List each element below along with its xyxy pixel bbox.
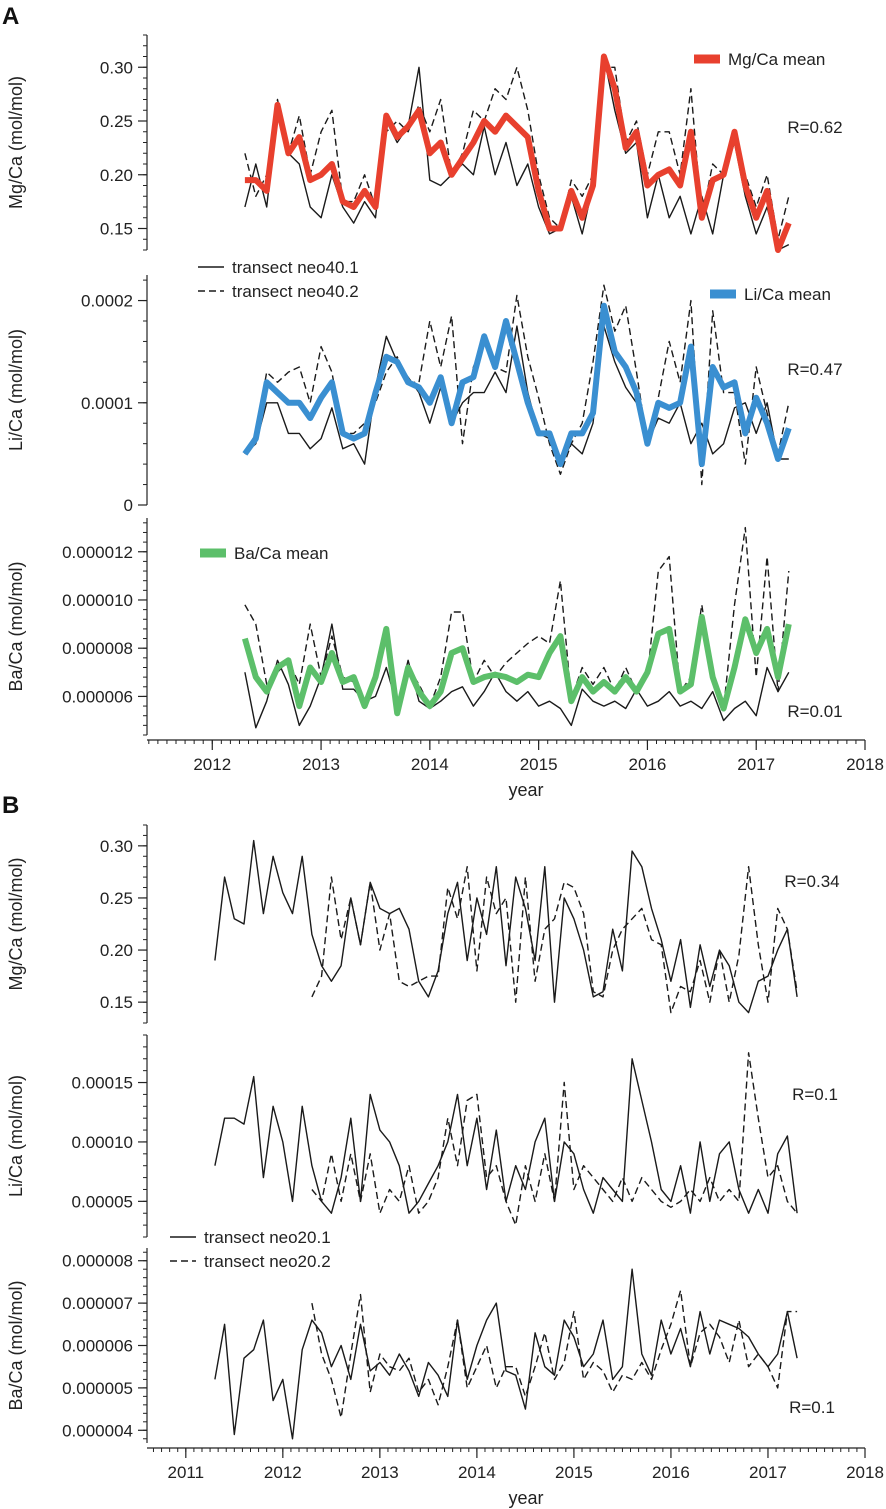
x-tick-label: 2015 — [520, 755, 558, 774]
y-tick-label: 0.000010 — [62, 591, 133, 610]
series-line-transect-neo40-2 — [244, 526, 790, 714]
x-tick-label: 2018 — [846, 755, 884, 774]
panel-letter-b: B — [2, 792, 19, 819]
x-axis-title: year — [508, 780, 543, 800]
x-axis-title: year — [508, 1488, 543, 1508]
y-tick-label: 0.000005 — [62, 1379, 133, 1398]
panel-letter-a: A — [2, 3, 19, 30]
charts-layer: 0.15 0.20 0.25 0.30 Mg/Ca (mol/mol) R=0.62 0 0.… — [6, 34, 884, 1508]
y-axis-title: Mg/Ca (mol/mol) — [6, 857, 26, 990]
y-tick-label: 0.20 — [100, 941, 133, 960]
series-line-transect-neo40-1 — [244, 623, 790, 729]
x-tick-label: 2018 — [846, 1463, 884, 1482]
y-tick-label: 0.000008 — [62, 1252, 133, 1271]
y-tick-label: 0.0001 — [81, 394, 133, 413]
x-tick-label: 2017 — [749, 1463, 787, 1482]
x-tick-label: 2015 — [555, 1463, 593, 1482]
legends: Mg/Ca mean transect neo40.1 transect neo40… — [170, 50, 831, 1271]
x-tick-label: 2016 — [652, 1463, 690, 1482]
y-axis-title: Li/Ca (mol/mol) — [6, 1075, 26, 1197]
x-tick-label: 2013 — [361, 1463, 399, 1482]
y-axis-title: Mg/Ca (mol/mol) — [6, 76, 26, 209]
legend-baca-mean-label: Ba/Ca mean — [234, 544, 329, 563]
x-tick-label: 2012 — [193, 755, 231, 774]
y-tick-label: 0.15 — [100, 220, 133, 239]
y-tick-label: 0.30 — [100, 58, 133, 77]
series-line-li-ca-mean — [242, 302, 792, 468]
x-tick-label: 2011 — [168, 1463, 205, 1482]
series-line-transect-neo20-1 — [214, 839, 798, 1014]
chart-6: 0.000004 0.000005 0.000006 0.000007 0.000008… — [6, 1248, 884, 1508]
y-tick-label: 0.25 — [100, 889, 133, 908]
series-line-transect-neo20-1 — [214, 1268, 798, 1440]
series-line-transect-neo40-1 — [244, 55, 790, 251]
x-tick-label: 2016 — [629, 755, 667, 774]
series-line-mg-ca-mean — [244, 53, 792, 253]
legend-mgca-mean-label: Mg/Ca mean — [728, 50, 825, 69]
legend-lica-mean-label: Li/Ca mean — [744, 285, 831, 304]
x-tick-label: 2013 — [302, 755, 340, 774]
y-tick-label: 0.00010 — [72, 1133, 133, 1152]
chart-2: 0 0.0001 0.0002 Li/Ca (mol/mol) R=0.47 — [6, 275, 843, 515]
y-axis-title: Li/Ca (mol/mol) — [6, 329, 26, 451]
y-tick-label: 0.25 — [100, 112, 133, 131]
series-line-transect-neo20-2 — [311, 866, 798, 1014]
chart-1: 0.15 0.20 0.25 0.30 Mg/Ca (mol/mol) R=0.62 — [6, 34, 843, 253]
correlation-label: R=0.47 — [787, 360, 842, 379]
y-tick-label: 0.000012 — [62, 543, 133, 562]
y-tick-label: 0.00015 — [72, 1074, 133, 1093]
y-tick-label: 0.30 — [100, 837, 133, 856]
chart-4: 0.15 0.20 0.25 0.30 Mg/Ca (mol/mol) R=0.34 — [6, 824, 840, 1024]
series-line-ba-ca-mean — [242, 613, 792, 717]
series-line-transect-neo20-2 — [311, 1052, 798, 1226]
chart-5: 0.00005 0.00010 0.00015 Li/Ca (mol/mol) R=0.… — [6, 1034, 838, 1238]
y-tick-label: 0.000006 — [62, 1337, 133, 1356]
y-tick-label: 0.000008 — [62, 639, 133, 658]
y-axis-title: Ba/Ca (mol/mol) — [6, 1280, 26, 1410]
y-tick-label: 0.000006 — [62, 687, 133, 706]
correlation-label: R=0.1 — [792, 1085, 838, 1104]
series-line-transect-neo20-2 — [311, 1289, 798, 1419]
correlation-label: R=0.34 — [784, 872, 839, 891]
y-tick-label: 0.20 — [100, 166, 133, 185]
series-line-transect-neo20-1 — [214, 1058, 798, 1214]
y-tick-label: 0.000007 — [62, 1294, 133, 1313]
legend-neo40-1-label: transect neo40.1 — [232, 258, 359, 277]
y-tick-label: 0 — [124, 496, 133, 515]
x-tick-label: 2014 — [411, 755, 449, 774]
correlation-label: R=0.01 — [787, 702, 842, 721]
chart-3: 0.000006 0.000008 0.000010 0.000012 Ba/Ca (m… — [6, 518, 884, 800]
x-tick-label: 2014 — [458, 1463, 496, 1482]
x-tick-label: 2017 — [737, 755, 775, 774]
y-tick-label: 0.15 — [100, 993, 133, 1012]
y-axis-title: Ba/Ca (mol/mol) — [6, 561, 26, 691]
x-tick-label: 2012 — [264, 1463, 302, 1482]
legend-neo40-2-label: transect neo40.2 — [232, 282, 359, 301]
legend-neo20-2-label: transect neo20.2 — [204, 1252, 331, 1271]
y-tick-label: 0.000004 — [62, 1421, 133, 1440]
correlation-label: R=0.1 — [789, 1398, 835, 1417]
y-tick-label: 0.0002 — [81, 292, 133, 311]
legend-neo20-1-label: transect neo20.1 — [204, 1228, 331, 1247]
y-tick-label: 0.00005 — [72, 1192, 133, 1211]
correlation-label: R=0.62 — [787, 118, 842, 137]
